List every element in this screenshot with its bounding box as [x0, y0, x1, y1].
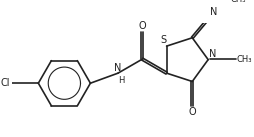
Text: H: H: [118, 75, 125, 85]
Text: N: N: [209, 49, 216, 59]
Text: Cl: Cl: [0, 78, 10, 88]
Text: CH₃: CH₃: [236, 55, 252, 64]
Text: O: O: [138, 22, 146, 32]
Text: S: S: [160, 35, 166, 45]
Text: N: N: [114, 63, 122, 73]
Text: N: N: [210, 7, 217, 17]
Text: O: O: [188, 107, 196, 117]
Text: CH₃: CH₃: [230, 0, 246, 4]
